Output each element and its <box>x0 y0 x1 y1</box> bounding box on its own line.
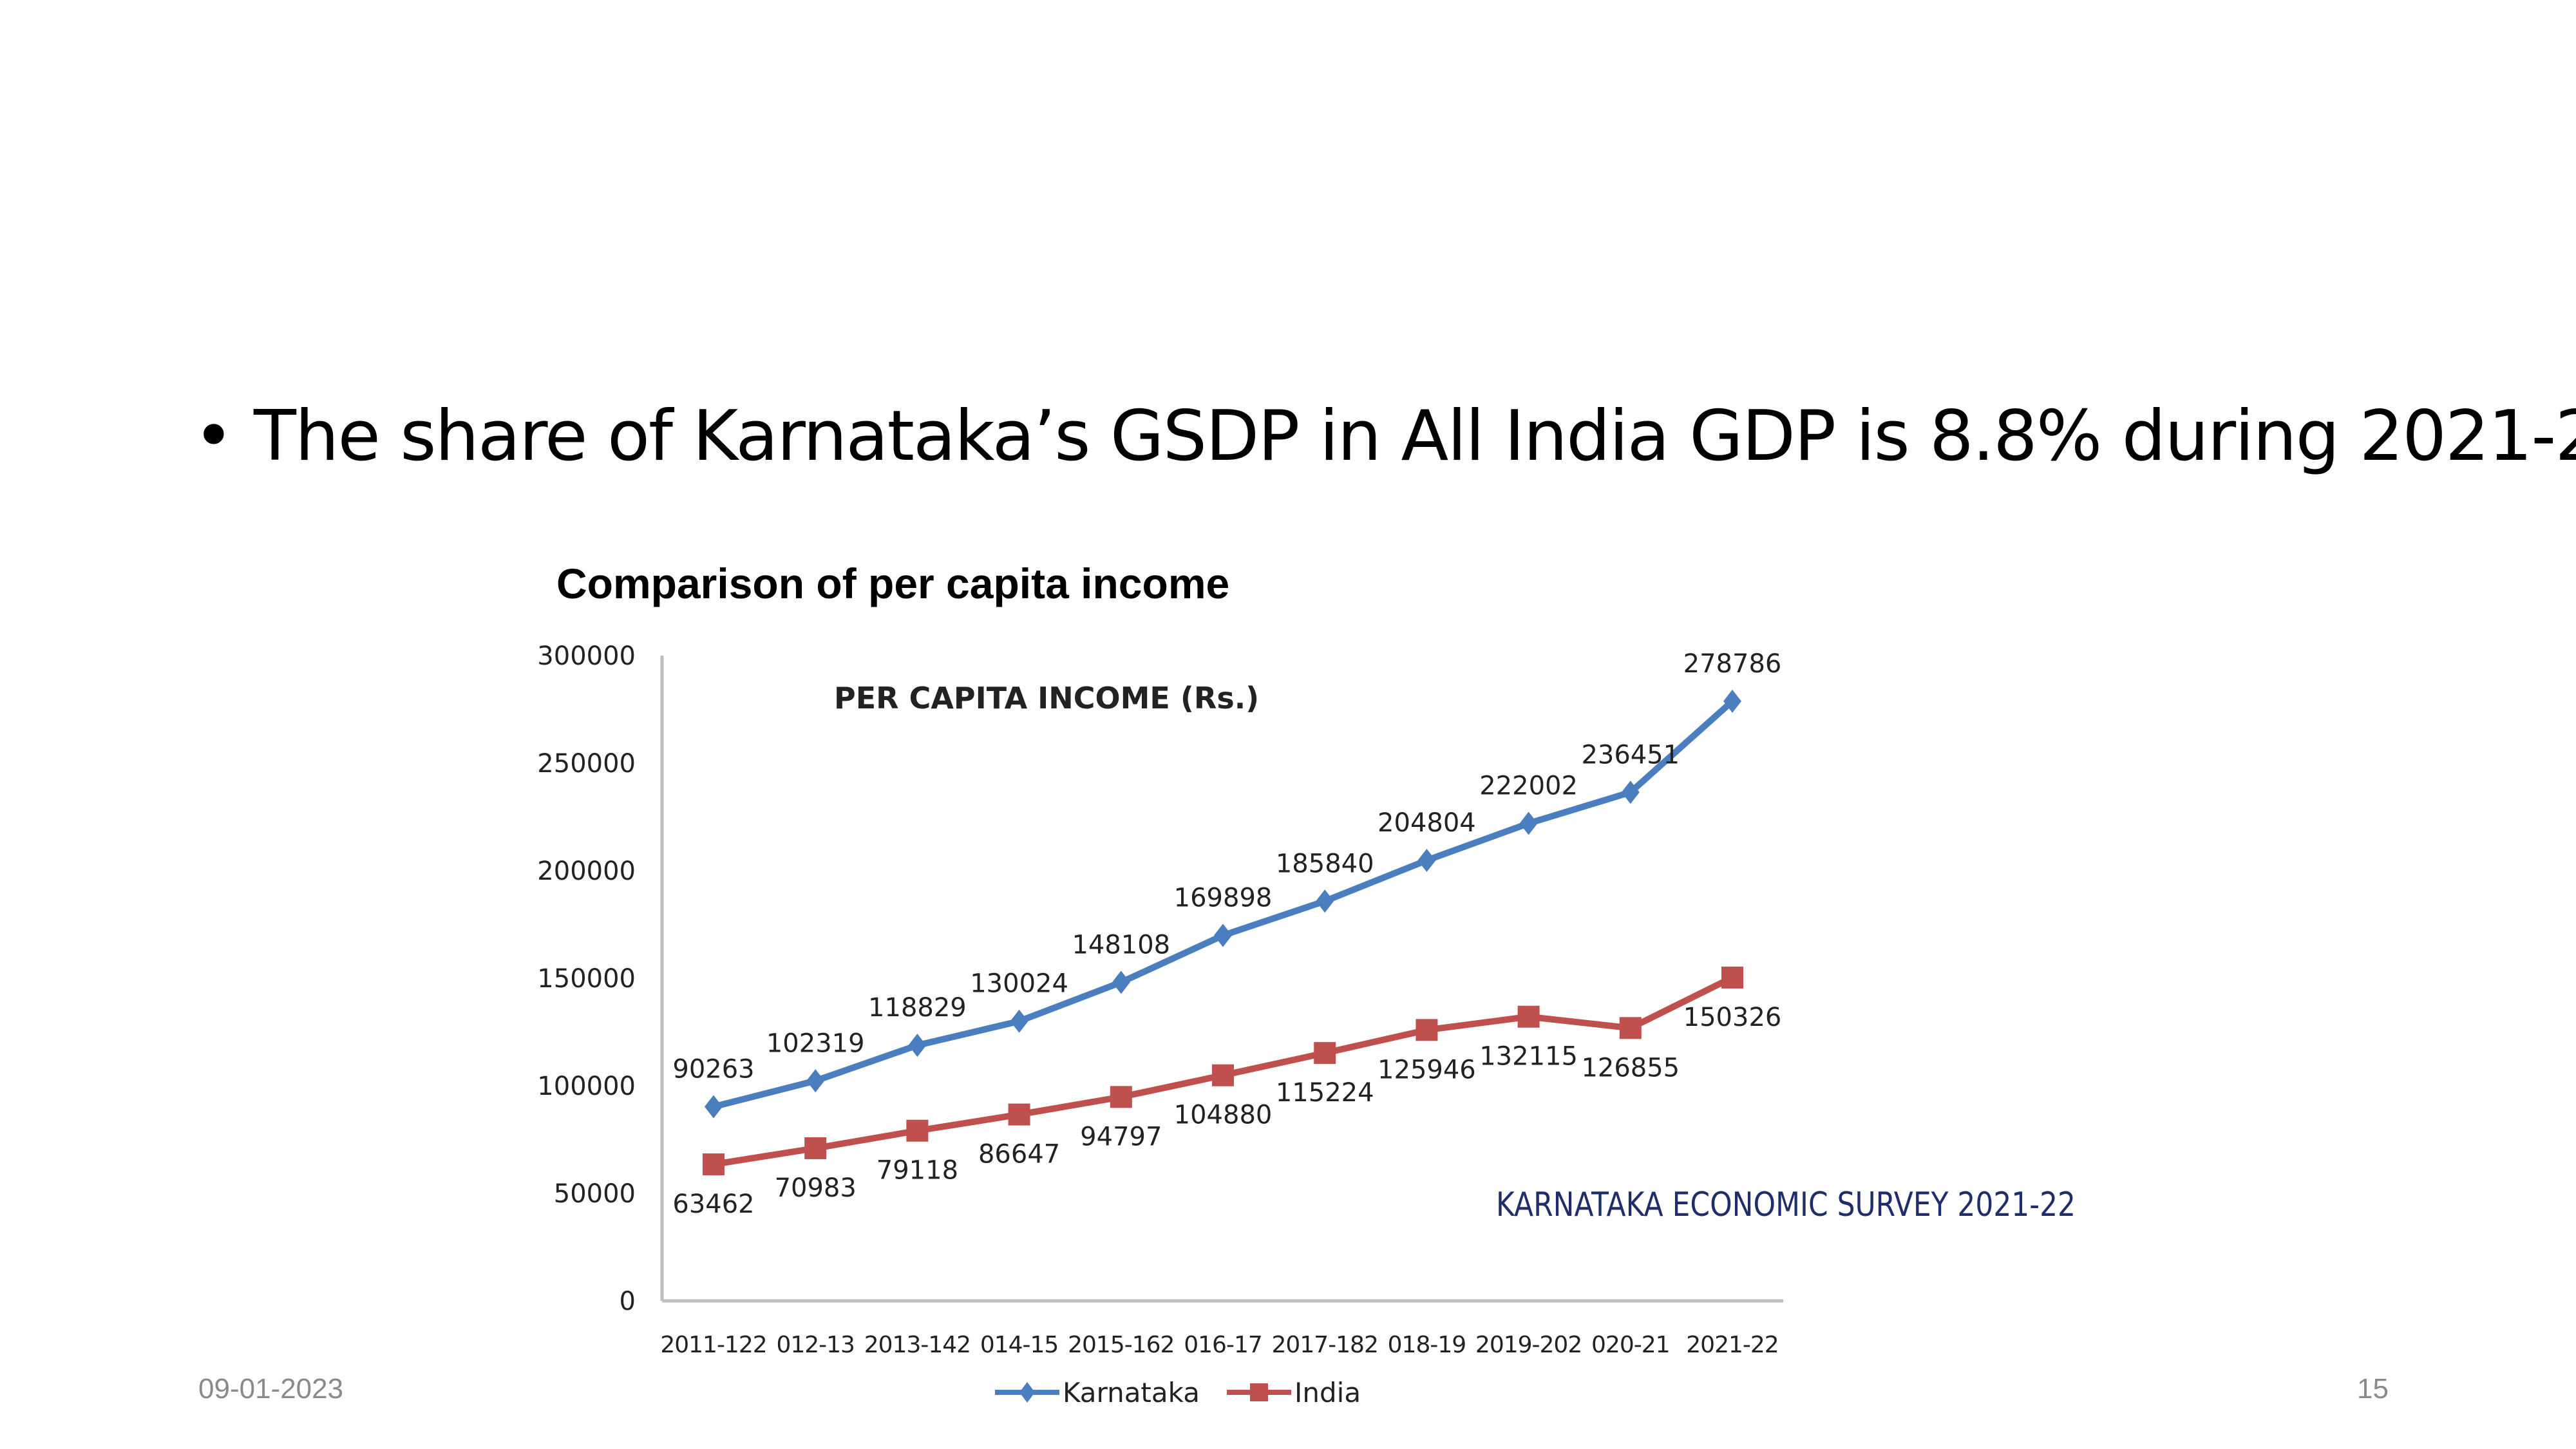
data-label: 90263 <box>672 1055 754 1084</box>
data-point-india <box>1008 1103 1030 1126</box>
legend-label: Karnataka <box>1063 1377 1200 1408</box>
data-label: 236451 <box>1581 740 1680 770</box>
data-label: 278786 <box>1683 649 1782 679</box>
data-label: 86647 <box>978 1140 1060 1170</box>
data-point-karnataka <box>1214 923 1232 947</box>
y-tick-label: 250000 <box>537 749 636 779</box>
data-point-india <box>1212 1064 1234 1086</box>
data-point-karnataka <box>1417 848 1436 872</box>
data-point-karnataka <box>1621 781 1640 804</box>
data-label: 126855 <box>1581 1053 1680 1083</box>
x-tick-label: 016-17 <box>1184 1332 1262 1358</box>
data-point-india <box>1110 1086 1132 1108</box>
data-label: 148108 <box>1072 930 1170 960</box>
page-number: 15 <box>2357 1373 2389 1405</box>
data-label: 204804 <box>1378 808 1476 838</box>
data-label: 125946 <box>1378 1055 1476 1084</box>
data-point-india <box>703 1153 724 1176</box>
data-label: 102319 <box>766 1028 865 1058</box>
bullet-point: • The share of Karnataka’s GSDP in All I… <box>193 396 2576 477</box>
data-label: 169898 <box>1174 884 1273 913</box>
data-label: 104880 <box>1174 1101 1273 1130</box>
data-point-india <box>906 1119 929 1142</box>
y-tick-label: 150000 <box>537 964 636 994</box>
data-point-india <box>804 1137 827 1159</box>
chart-heading: Comparison of per capita income <box>556 560 1230 607</box>
bullet-text: The share of Karnataka’s GSDP in All Ind… <box>254 396 2576 477</box>
y-tick-label: 100000 <box>537 1072 636 1101</box>
x-tick-label: 2013-142 <box>864 1332 971 1358</box>
data-label: 118829 <box>868 993 967 1023</box>
data-point-karnataka <box>806 1069 825 1093</box>
x-tick-label: 014-15 <box>980 1332 1059 1358</box>
x-tick-label: 018-19 <box>1388 1332 1466 1358</box>
y-tick-label: 0 <box>620 1287 636 1316</box>
y-tick-label: 50000 <box>554 1179 636 1209</box>
data-point-karnataka <box>1112 971 1130 994</box>
data-label: 222002 <box>1479 772 1578 801</box>
data-point-karnataka <box>705 1095 723 1119</box>
y-tick-label: 300000 <box>537 641 636 671</box>
data-label: 79118 <box>876 1156 958 1186</box>
y-tick-label: 200000 <box>537 857 636 886</box>
legend-marker-icon <box>1250 1383 1268 1401</box>
data-label: 150326 <box>1683 1003 1782 1032</box>
data-point-karnataka <box>1316 889 1334 913</box>
footer-date: 09-01-2023 <box>198 1373 344 1405</box>
x-tick-label: 2017-182 <box>1272 1332 1378 1358</box>
data-label: 185840 <box>1276 849 1374 878</box>
data-point-karnataka <box>1010 1009 1028 1033</box>
source-note: KARNATAKA ECONOMIC SURVEY 2021-22 <box>1496 1186 2076 1224</box>
x-tick-label: 2015-162 <box>1068 1332 1174 1358</box>
legend-label: India <box>1294 1377 1361 1408</box>
chart-title: PER CAPITA INCOME (Rs.) <box>834 681 1259 715</box>
data-label: 130024 <box>970 969 1068 999</box>
x-tick-label: 2021-22 <box>1686 1332 1778 1358</box>
data-point-india <box>1619 1017 1642 1039</box>
data-point-karnataka <box>1723 689 1741 713</box>
data-label: 94797 <box>1080 1122 1162 1151</box>
data-label: 132115 <box>1479 1042 1578 1072</box>
x-tick-label: 2011-122 <box>660 1332 766 1358</box>
data-label: 63462 <box>672 1189 754 1219</box>
data-point-india <box>1517 1005 1540 1028</box>
legend-marker-icon <box>1019 1382 1035 1403</box>
data-label: 115224 <box>1276 1078 1374 1108</box>
data-label: 70983 <box>775 1173 857 1203</box>
data-point-india <box>1416 1019 1438 1041</box>
data-point-india <box>1721 966 1743 989</box>
data-point-karnataka <box>1519 811 1538 835</box>
x-tick-label: 020-21 <box>1591 1332 1670 1358</box>
x-tick-label: 2019-202 <box>1475 1332 1582 1358</box>
x-tick-label: 012-13 <box>776 1332 855 1358</box>
data-point-india <box>1314 1042 1336 1065</box>
data-point-karnataka <box>908 1034 927 1057</box>
